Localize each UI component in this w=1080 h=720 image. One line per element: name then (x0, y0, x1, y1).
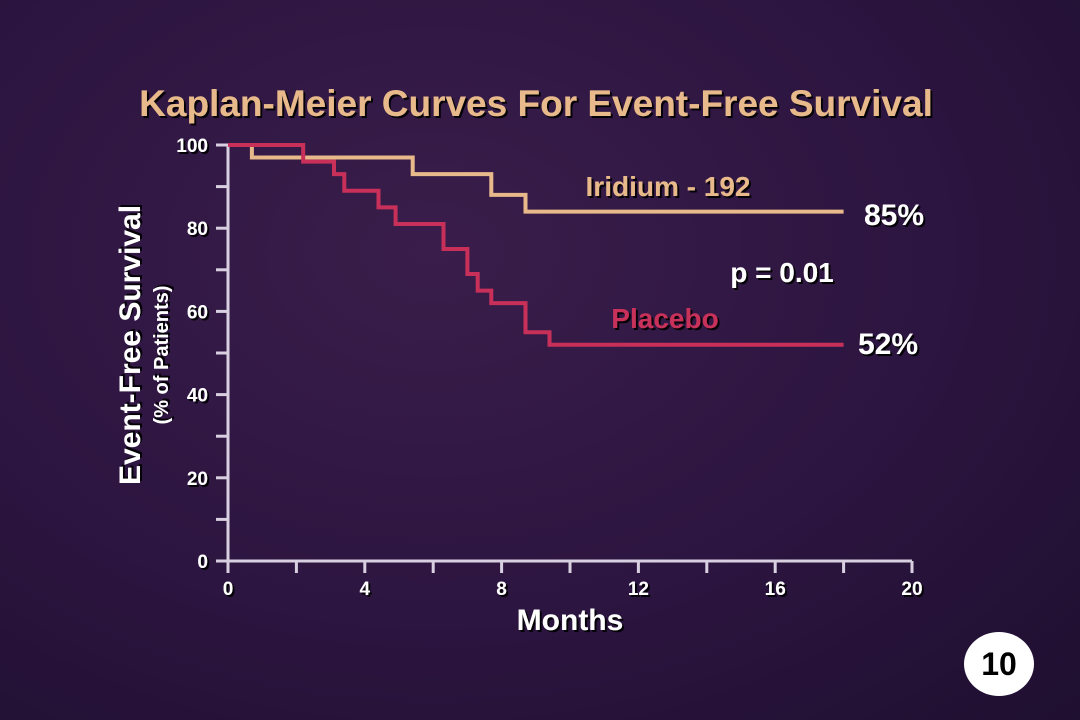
series-labels: Iridium - 192 85% Placebo 52% (586, 171, 925, 361)
y-tick-label: 60 (187, 302, 208, 323)
chart-title: Kaplan-Meier Curves For Event-Free Survi… (139, 83, 933, 124)
series-name-label-placebo: Placebo (611, 303, 718, 334)
series-lines (228, 143, 844, 347)
x-tick-label: 8 (496, 579, 507, 600)
series-name-label-iridium-192: Iridium - 192 (586, 171, 751, 202)
ticks: 0 20 40 60 80 100 0 4 8 12 16 20 (176, 136, 922, 600)
y-tick-label: 80 (187, 219, 208, 240)
y-tick-label: 40 (187, 386, 208, 407)
series-line-placebo (228, 143, 844, 347)
p-value-annotation: p = 0.01 (730, 257, 834, 288)
x-tick-label: 0 (223, 579, 234, 600)
series-end-label-iridium-192: 85% (864, 199, 924, 232)
x-tick-label: 12 (628, 579, 649, 600)
x-tick-label: 4 (360, 579, 371, 600)
series-line-iridium-192 (228, 143, 844, 214)
slide-number-badge: 10 (964, 632, 1034, 696)
y-axis-sublabel: (% of Patients) (151, 286, 173, 425)
x-axis-label: Months (517, 604, 624, 637)
y-tick-label: 0 (197, 552, 208, 573)
y-axis-label: Event-Free Survival (114, 205, 147, 485)
series-end-label-placebo: 52% (858, 328, 918, 361)
y-tick-label: 20 (187, 469, 208, 490)
y-tick-label: 100 (176, 136, 208, 157)
x-tick-label: 16 (765, 579, 786, 600)
axes (226, 145, 912, 563)
x-tick-label: 20 (901, 579, 922, 600)
